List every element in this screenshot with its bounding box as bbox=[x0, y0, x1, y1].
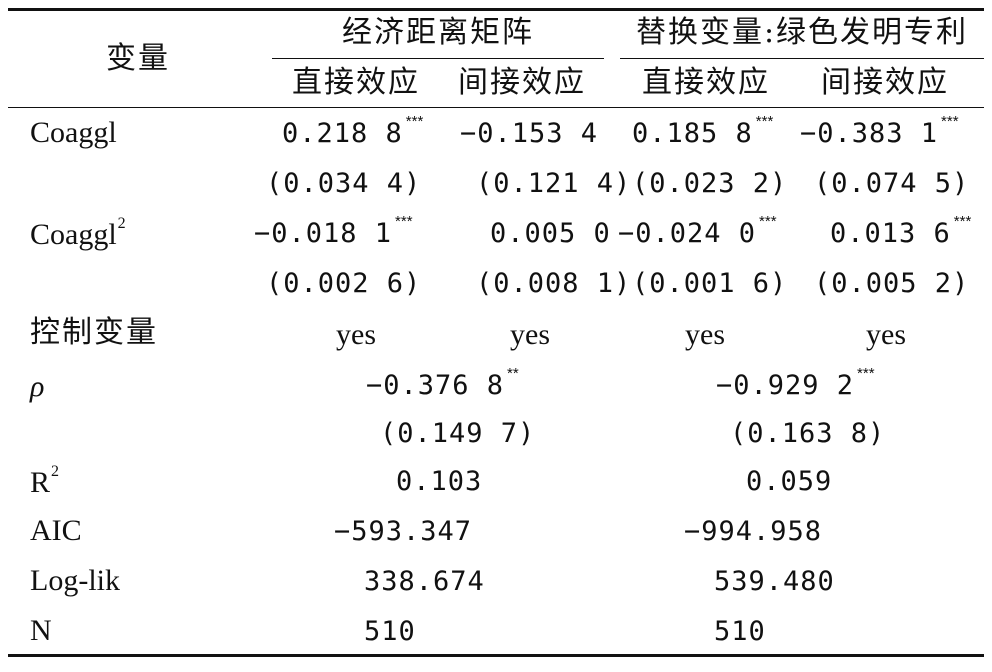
header-variable: 变量 bbox=[106, 41, 170, 76]
header-group2: 替换变量:绿色发明专利 bbox=[635, 15, 969, 50]
cell-coaggl2-g1-indirect: 0.005 0 bbox=[490, 218, 611, 249]
cell-aic-g1: −593.347 bbox=[334, 516, 473, 547]
row-label-aic: AIC bbox=[30, 514, 82, 547]
cell-coaggl-g1-indirect-se: (0.121 4) bbox=[476, 168, 632, 199]
cell-coaggl2-g2-indirect: 0.013 6 *** bbox=[830, 213, 972, 249]
cell-loglik-g2: 539.480 bbox=[714, 566, 835, 597]
cell-coaggl-g1-direct: 0.218 8 *** bbox=[282, 113, 424, 149]
cell-controls-3: yes bbox=[685, 318, 725, 351]
row-label-coaggl: Coaggl bbox=[30, 116, 117, 149]
group2-underline bbox=[620, 58, 984, 59]
cell-rho-g1: −0.376 8 ** bbox=[366, 365, 519, 401]
cell-controls-2: yes bbox=[510, 318, 550, 351]
row-label-coaggl-squared: Coaggl2 bbox=[30, 215, 126, 251]
header-group1: 经济距离矩阵 bbox=[342, 15, 534, 50]
cell-coaggl-g1-direct-se: (0.034 4) bbox=[266, 168, 422, 199]
cell-coaggl2-g2-direct: −0.024 0 *** bbox=[618, 213, 777, 249]
cell-coaggl2-g1-direct: −0.018 1 *** bbox=[254, 213, 413, 249]
row-label-controls: 控制变量 bbox=[30, 315, 158, 350]
header-g2-indirect: 间接效应 bbox=[821, 65, 949, 100]
cell-n-g2: 510 bbox=[714, 616, 766, 647]
header-rule bbox=[8, 107, 984, 108]
header-g1-direct: 直接效应 bbox=[292, 65, 420, 100]
cell-coaggl2-g1-indirect-se: (0.008 1) bbox=[476, 268, 632, 299]
cell-loglik-g1: 338.674 bbox=[364, 566, 485, 597]
cell-coaggl2-g1-direct-se: (0.002 6) bbox=[266, 268, 422, 299]
cell-controls-4: yes bbox=[866, 318, 906, 351]
cell-controls-1: yes bbox=[336, 318, 376, 351]
header-g2-direct: 直接效应 bbox=[642, 65, 770, 100]
cell-coaggl-g2-direct-se: (0.023 2) bbox=[632, 168, 788, 199]
bottom-rule bbox=[8, 654, 984, 657]
cell-rho-g1-se: (0.149 7) bbox=[380, 418, 536, 449]
cell-n-g1: 510 bbox=[364, 616, 416, 647]
cell-coaggl2-g2-direct-se: (0.001 6) bbox=[632, 268, 788, 299]
header-g1-indirect: 间接效应 bbox=[458, 65, 586, 100]
cell-coaggl-g2-indirect: −0.383 1 *** bbox=[800, 113, 959, 149]
cell-coaggl2-g2-indirect-se: (0.005 2) bbox=[814, 268, 970, 299]
group1-underline bbox=[272, 58, 604, 59]
row-label-n: N bbox=[30, 614, 52, 647]
cell-aic-g2: −994.958 bbox=[684, 516, 823, 547]
top-rule bbox=[8, 8, 984, 11]
cell-rho-g2: −0.929 2 *** bbox=[716, 365, 875, 401]
row-label-r-squared: R2 bbox=[30, 463, 60, 499]
cell-r2-g1: 0.103 bbox=[396, 466, 483, 497]
row-label-rho: ρ bbox=[30, 370, 45, 403]
cell-rho-g2-se: (0.163 8) bbox=[730, 418, 886, 449]
row-label-loglik: Log-lik bbox=[30, 564, 120, 597]
cell-r2-g2: 0.059 bbox=[746, 466, 833, 497]
cell-coaggl-g2-direct: 0.185 8 *** bbox=[632, 113, 774, 149]
cell-coaggl-g2-indirect-se: (0.074 5) bbox=[814, 168, 970, 199]
cell-coaggl-g1-indirect: −0.153 4 bbox=[460, 118, 599, 149]
